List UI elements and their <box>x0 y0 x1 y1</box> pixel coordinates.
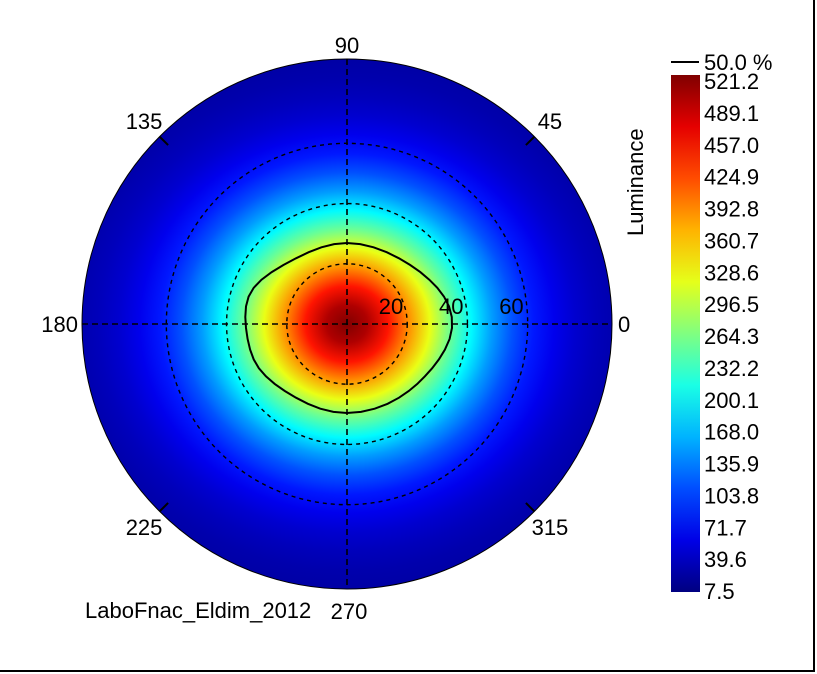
colorbar-tick-label: 135.9 <box>704 452 759 477</box>
colorbar-tick-label: 7.5 <box>704 579 735 604</box>
angle-label-270: 270 <box>331 599 368 624</box>
colorbar-tick-label: 328.6 <box>704 260 759 285</box>
colorbar-tick-label: 232.2 <box>704 356 759 381</box>
radial-label-40: 40 <box>439 294 463 319</box>
colorbar-tick-label: 360.7 <box>704 228 759 253</box>
grid-tick-225 <box>158 502 169 513</box>
colorbar-tick-label: 489.1 <box>704 101 759 126</box>
angle-label-180: 180 <box>41 312 78 337</box>
radial-labels: 20 40 60 <box>379 294 524 319</box>
colorbar-tick-label: 296.5 <box>704 292 759 317</box>
colorbar-tick-label: 71.7 <box>704 515 747 540</box>
grid-tick-315 <box>525 502 536 513</box>
angle-labels: 90 45 135 180 0 225 315 270 <box>41 33 630 624</box>
colorbar-tick-label: 392.8 <box>704 197 759 222</box>
colorbar-tick-label: 457.0 <box>704 133 759 158</box>
contour-legend-label: 50.0 % <box>704 50 773 75</box>
colorbar-tick-label: 103.8 <box>704 483 759 508</box>
angle-label-0: 0 <box>618 312 630 337</box>
colorbar-tick-label: 264.3 <box>704 324 759 349</box>
colorbar-tick-label: 424.9 <box>704 165 759 190</box>
colorbar-tick-label: 200.1 <box>704 388 759 413</box>
grid-tick-135 <box>158 135 169 146</box>
colorbar-tick-label: 168.0 <box>704 420 759 445</box>
angle-label-45: 45 <box>538 109 562 134</box>
colorbar-tick-label: 39.6 <box>704 547 747 572</box>
colorbar-label: Luminance <box>623 128 648 236</box>
angle-label-135: 135 <box>126 109 163 134</box>
angle-label-225: 225 <box>126 515 163 540</box>
angle-label-315: 315 <box>532 515 569 540</box>
angle-label-90: 90 <box>335 33 359 58</box>
colorbar-bar <box>671 75 700 592</box>
polar-grid <box>82 59 612 589</box>
caption: LaboFnac_Eldim_2012 <box>85 598 311 623</box>
colorbar-tick-label: 521.2 <box>704 69 759 94</box>
grid-tick-45 <box>525 135 536 146</box>
contour-50-percent <box>244 241 454 415</box>
radial-label-60: 60 <box>499 294 523 319</box>
colorbar: 50.0 % Luminance 521.2 489.1 457.0 424.9 392… <box>623 50 773 604</box>
colorbar-ticks: 521.2 489.1 457.0 424.9 392.8 360.7 328.6 296.5… <box>704 69 759 604</box>
radial-label-20: 20 <box>379 294 403 319</box>
